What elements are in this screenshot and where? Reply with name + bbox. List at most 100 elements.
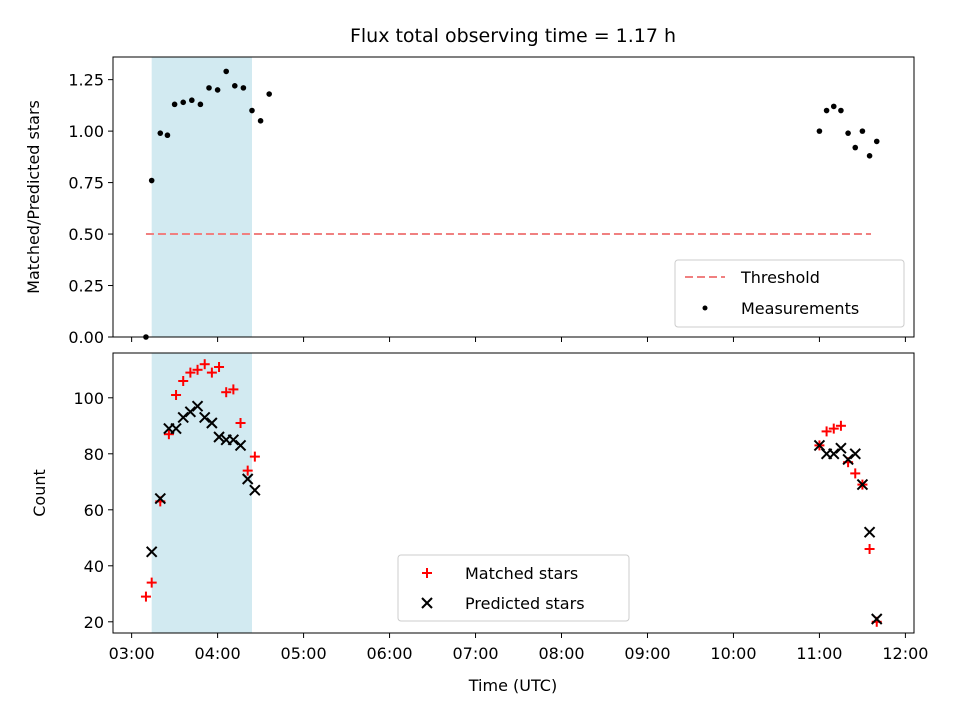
matched-star-marker [864, 544, 875, 554]
measurement-point [830, 103, 837, 110]
chart-title: Flux total observing time = 1.17 h [350, 25, 676, 47]
measurement-point [866, 153, 873, 159]
marker-stroke [234, 439, 247, 452]
y-tick-label: 0.00 [68, 328, 104, 347]
measurement-point [845, 130, 851, 136]
top-panel-frame [112, 56, 915, 338]
matched-star-marker [214, 362, 225, 372]
measurement-point [189, 97, 195, 104]
predicted-star-marker [227, 434, 240, 446]
bottom-y-ticks: 20 40 60 80 100 [73, 389, 113, 632]
predicted-star-marker [241, 473, 254, 485]
top-y-ticks: 0.00 0.25 0.50 0.75 1.00 1.25 [68, 71, 113, 347]
measurement-point [171, 101, 178, 108]
matched-star-marker [206, 367, 217, 378]
predicted-star-marker [863, 526, 876, 538]
legend-matched-swatch [422, 568, 432, 578]
x-tick-label: 03:00 [109, 644, 155, 663]
marker-stroke [177, 411, 189, 424]
predicted-star-marker [206, 417, 218, 429]
marker-stroke [813, 439, 826, 452]
x-tick-label: 11:00 [796, 644, 842, 663]
marker-stroke [856, 478, 869, 491]
marker-stroke [154, 492, 166, 505]
marker-stroke [170, 422, 182, 435]
top-legend-box [674, 259, 905, 328]
predicted-star-marker [213, 431, 225, 443]
measurement-point [206, 85, 212, 91]
measurement-point [157, 130, 164, 136]
predicted-star-marker [177, 411, 189, 424]
predicted-star-marker [191, 400, 204, 412]
predicted-star-marker [198, 411, 211, 424]
matched-star-marker [249, 451, 260, 462]
bottom-panel-frame [112, 352, 915, 634]
legend-matched-label: Matched stars [465, 564, 578, 583]
predicted-star-marker [849, 448, 861, 460]
bottom-shaded-interval [151, 353, 252, 633]
matched-star-marker [850, 468, 861, 479]
y-tick-label: 0.25 [68, 277, 104, 296]
marker-stroke [198, 411, 211, 424]
matched-star-marker [235, 418, 246, 428]
x-tick-label: 08:00 [538, 644, 584, 663]
predicted-star-marker [842, 453, 854, 466]
y-tick-label: 40 [84, 557, 104, 576]
top-x-ticks [131, 337, 906, 342]
predicted-star-marker [828, 448, 840, 460]
marker-stroke [835, 442, 847, 454]
y-tick-label: 100 [73, 389, 104, 408]
marker-stroke [842, 453, 854, 466]
marker-stroke [191, 400, 204, 412]
top-y-axis-label: Matched/Predicted stars [24, 100, 43, 294]
bottom-panel: 20 40 60 80 100 03:00 04:00 05:00 06:00 07:00 08:… [30, 352, 928, 695]
x-tick-label: 09:00 [624, 644, 670, 663]
measurement-point [838, 107, 844, 114]
matched-star-marker [163, 429, 174, 440]
measurement-point [249, 107, 255, 114]
x-tick-label: 04:00 [195, 644, 241, 663]
y-tick-label: 60 [84, 501, 104, 520]
predicted-star-marker [234, 439, 247, 452]
top-shaded-interval [151, 57, 252, 337]
x-axis-label: Time (UTC) [468, 676, 557, 695]
matched-star-marker [171, 390, 182, 400]
matched-star-marker [821, 426, 832, 437]
measurement-point [197, 101, 204, 108]
matched-star-marker [185, 367, 196, 378]
measurement-point [873, 138, 880, 145]
measurement-point [148, 177, 155, 184]
bottom-x-ticks: 03:00 04:00 05:00 06:00 07:00 08:00 09:00 10:00… [109, 633, 928, 663]
measurement-point [240, 85, 247, 91]
legend-measurements-swatch [702, 305, 708, 311]
y-tick-label: 1.25 [68, 71, 104, 90]
marker-stroke [206, 417, 218, 429]
marker-stroke [249, 484, 261, 496]
measurement-point [859, 128, 866, 134]
marker-stroke [145, 546, 158, 558]
matched-star-marker [192, 364, 203, 375]
bottom-y-axis-label: Count [30, 469, 49, 517]
y-tick-label: 20 [84, 613, 104, 632]
marker-stroke [828, 448, 840, 460]
measurements-series [143, 68, 880, 340]
top-legend: Threshold Measurements [674, 259, 905, 328]
marker-stroke [213, 431, 225, 443]
measurement-point [164, 132, 171, 139]
legend-predicted-label: Predicted stars [465, 594, 585, 613]
measurement-point [223, 68, 230, 75]
predicted-star-marker [170, 422, 182, 435]
matched-star-marker [199, 359, 210, 370]
count-series [140, 359, 883, 627]
measurement-point [266, 91, 272, 97]
y-tick-label: 1.00 [68, 122, 104, 141]
marker-stroke [184, 406, 197, 418]
predicted-star-marker [856, 478, 869, 491]
bottom-legend: Matched stars Predicted stars [397, 554, 630, 622]
measurement-point [231, 83, 238, 89]
x-tick-label: 10:00 [710, 644, 756, 663]
predicted-star-marker [249, 484, 261, 496]
bottom-legend-box [397, 554, 630, 622]
marker-stroke [871, 613, 883, 625]
